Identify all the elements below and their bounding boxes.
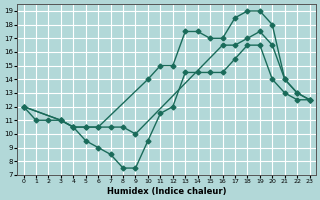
X-axis label: Humidex (Indice chaleur): Humidex (Indice chaleur) bbox=[107, 187, 226, 196]
